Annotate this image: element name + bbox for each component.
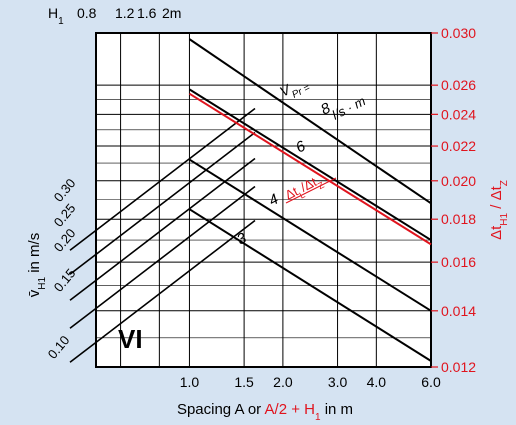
bottom-tick-label: 2.0	[273, 374, 293, 390]
velocity-diagonal-outer	[69, 341, 97, 363]
diagonal-outer-group	[69, 229, 97, 363]
region-label: VI	[118, 324, 143, 354]
velocity-diagonal	[96, 219, 256, 344]
left-tick-label: 0.25	[51, 201, 79, 230]
bottom-tick-label: 1.0	[180, 374, 200, 390]
top-tick-label: 0.8	[77, 5, 97, 21]
top-tick-label: 2m	[162, 5, 181, 21]
right-tick-label: 0.030	[441, 25, 476, 41]
right-tick-label: 0.018	[441, 211, 476, 227]
top-tick-label: 1.2	[115, 5, 135, 21]
bottom-tick-label: 3.0	[328, 374, 348, 390]
right-axis-title: ΔtH1 / ΔtZ	[488, 180, 510, 240]
series-line	[188, 88, 432, 241]
velocity-diagonal-outer	[69, 307, 97, 329]
right-tick-label: 0.024	[441, 106, 476, 122]
bottom-tick-label: 1.5	[234, 374, 254, 390]
right-tick-label: 0.022	[441, 138, 476, 154]
series-line	[188, 38, 432, 205]
left-tick-label: 0.10	[45, 333, 73, 362]
series-line	[188, 208, 432, 362]
velocity-diagonal	[96, 157, 256, 282]
red-reference-line	[188, 92, 432, 246]
right-tick-label: 0.020	[441, 173, 476, 189]
left-tick-label: 0.30	[51, 176, 79, 205]
right-tick-label: 0.026	[441, 77, 476, 93]
top-tick-label: 1.6	[137, 5, 157, 21]
left-tick-label: 0.15	[51, 266, 79, 295]
left-tick-label: 0.20	[51, 226, 79, 255]
velocity-diagonal	[96, 185, 256, 310]
right-tick-label: 0.012	[441, 359, 476, 375]
series-line	[188, 158, 432, 312]
velocity-diagonal	[96, 107, 256, 232]
velocity-diagonal-outer	[69, 253, 97, 275]
bottom-tick-label: 4.0	[367, 374, 387, 390]
right-tick-label: 0.016	[441, 254, 476, 270]
velocity-diagonal	[96, 131, 256, 256]
bottom-tick-label: 6.0	[421, 374, 441, 390]
velocity-diagonal-outer	[69, 229, 97, 251]
x-axis-title: Spacing A or A/2 + H1 in m	[177, 401, 353, 423]
top-axis-title: H1	[48, 5, 64, 27]
plot-area	[96, 33, 431, 367]
left-axis-title: v̄H1 in m/s	[26, 233, 48, 297]
right-tick-label: 0.014	[441, 303, 476, 319]
plot-frame	[95, 32, 432, 368]
velocity-diagonal-outer	[69, 279, 97, 301]
dt-underline	[285, 177, 337, 204]
